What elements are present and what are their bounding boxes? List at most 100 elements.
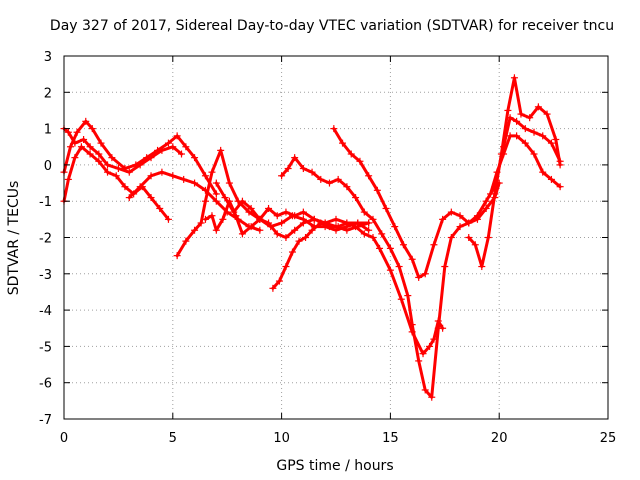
data-point: [164, 139, 172, 147]
data-point: [317, 219, 325, 227]
data-point: [201, 215, 209, 223]
data-point: [269, 284, 277, 292]
x-tick-label: 0: [60, 431, 68, 446]
data-point: [86, 150, 94, 158]
data-point: [247, 223, 255, 231]
data-point: [506, 132, 514, 140]
data-point: [360, 208, 368, 216]
data-point: [104, 168, 112, 176]
data-point: [339, 139, 347, 147]
y-tick-label: 3: [44, 50, 52, 65]
data-point: [382, 204, 390, 212]
data-point: [378, 230, 386, 238]
series-arc-7: [212, 179, 373, 234]
data-layer: [60, 74, 564, 401]
data-point: [500, 150, 508, 158]
data-point: [191, 154, 199, 162]
series-trace: [62, 127, 183, 174]
data-point: [282, 263, 290, 271]
data-point: [114, 165, 122, 173]
series-arc-9: [278, 154, 503, 401]
data-point: [182, 143, 190, 151]
data-point: [95, 157, 103, 165]
data-point: [521, 139, 529, 147]
y-tick-label: -3: [39, 268, 52, 283]
data-point: [95, 150, 103, 158]
data-point: [86, 143, 94, 151]
data-point: [82, 117, 90, 125]
data-point: [386, 244, 394, 252]
y-tick-label: 1: [44, 123, 52, 138]
data-point: [486, 190, 494, 198]
series-trace: [489, 134, 562, 196]
x-tick-label: 15: [382, 431, 399, 446]
x-axis-label: GPS time / hours: [276, 458, 393, 474]
data-point: [245, 208, 253, 216]
data-point: [330, 125, 338, 133]
data-point: [530, 150, 538, 158]
data-point: [291, 226, 299, 234]
data-point: [493, 168, 501, 176]
data-point: [404, 292, 412, 300]
data-point: [282, 208, 290, 216]
data-point: [256, 215, 264, 223]
y-tick-label: -6: [39, 377, 52, 392]
data-point: [201, 197, 209, 205]
data-point: [232, 212, 240, 220]
data-point: [143, 154, 151, 162]
data-point: [539, 132, 547, 140]
data-point: [334, 223, 342, 231]
y-tick-label: -1: [39, 195, 52, 210]
data-point: [169, 143, 177, 151]
data-point: [465, 219, 473, 227]
data-point: [325, 179, 333, 187]
data-point: [526, 114, 534, 122]
data-point: [225, 179, 233, 187]
data-point: [482, 204, 490, 212]
data-point: [178, 150, 186, 158]
data-point: [308, 168, 316, 176]
data-point: [482, 197, 490, 205]
data-point: [136, 183, 144, 191]
series-arc-8: [269, 219, 447, 358]
data-point: [547, 139, 555, 147]
data-point: [369, 215, 377, 223]
data-point: [158, 168, 166, 176]
data-point: [191, 226, 199, 234]
data-point: [421, 386, 429, 394]
data-point: [291, 212, 299, 220]
data-point: [64, 175, 72, 183]
data-point: [517, 110, 525, 118]
data-point: [465, 234, 473, 241]
data-point: [430, 241, 438, 249]
y-tick-label: 2: [44, 86, 52, 101]
data-point: [230, 208, 238, 216]
data-point: [513, 117, 521, 125]
data-point: [169, 172, 177, 180]
y-tick-label: -5: [39, 340, 52, 355]
data-point: [556, 161, 564, 169]
data-point: [473, 212, 481, 220]
data-point: [299, 219, 307, 227]
data-point: [356, 157, 364, 165]
x-tick-label: 5: [169, 431, 177, 446]
data-point: [265, 219, 273, 227]
data-point: [273, 212, 281, 220]
data-point: [288, 248, 296, 256]
y-tick-label: -7: [39, 413, 52, 428]
series-arc-12: [486, 132, 564, 198]
data-point: [343, 219, 351, 227]
data-point: [302, 234, 310, 241]
data-point: [219, 215, 227, 223]
data-point: [354, 219, 362, 227]
data-point: [456, 212, 464, 220]
data-point: [484, 234, 492, 241]
data-point: [221, 194, 229, 202]
data-point: [212, 226, 220, 234]
series-trace: [62, 145, 170, 221]
data-point: [334, 175, 342, 183]
data-point: [191, 179, 199, 187]
data-point: [275, 277, 283, 285]
axis-ticks: 0 5 10 15 20 25 -7 -6 -5 -4 -3 -2 -1 0 1 2 3: [39, 50, 616, 446]
data-point: [547, 175, 555, 183]
